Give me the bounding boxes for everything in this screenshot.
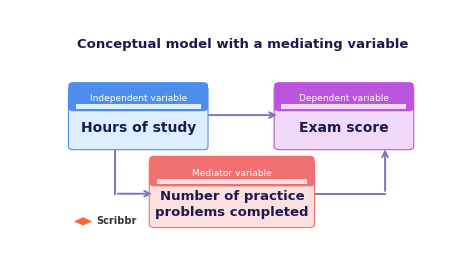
FancyBboxPatch shape — [149, 156, 315, 186]
Text: Hours of study: Hours of study — [81, 121, 196, 135]
Polygon shape — [74, 217, 92, 226]
FancyBboxPatch shape — [68, 82, 208, 111]
Text: Conceptual model with a mediating variable: Conceptual model with a mediating variab… — [77, 38, 409, 51]
Text: Independent variable: Independent variable — [90, 94, 187, 103]
FancyBboxPatch shape — [274, 86, 414, 150]
FancyBboxPatch shape — [282, 105, 406, 109]
FancyBboxPatch shape — [149, 160, 315, 227]
FancyBboxPatch shape — [274, 82, 414, 111]
Text: Mediator variable: Mediator variable — [192, 169, 272, 178]
Text: Dependent variable: Dependent variable — [299, 94, 389, 103]
Text: Scribbr: Scribbr — [96, 216, 137, 226]
Text: Exam score: Exam score — [299, 121, 389, 135]
Text: Number of practice
problems completed: Number of practice problems completed — [155, 190, 309, 219]
FancyBboxPatch shape — [156, 179, 307, 184]
FancyBboxPatch shape — [68, 86, 208, 150]
FancyBboxPatch shape — [76, 105, 201, 109]
